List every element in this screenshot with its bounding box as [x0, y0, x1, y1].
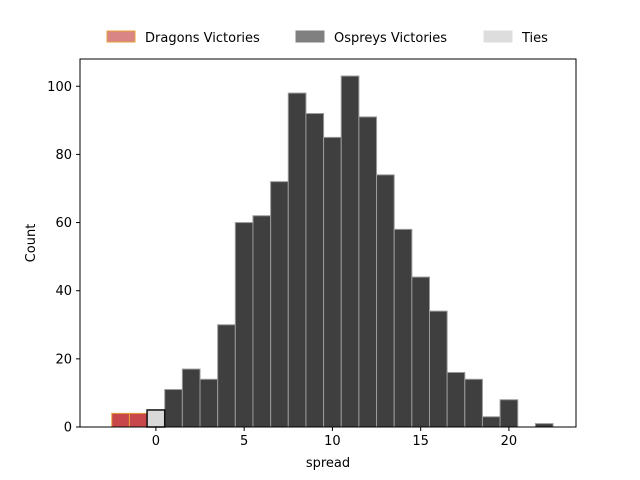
- y-axis-label: Count: [24, 224, 39, 263]
- legend: Dragons Victories Ospreys Victories Ties: [106, 30, 548, 46]
- bar-ospreys-victories: [481, 416, 501, 428]
- bar-ospreys-victories: [217, 324, 236, 428]
- bar-ospreys-victories: [234, 222, 254, 428]
- bar-ospreys-victories: [305, 113, 325, 428]
- bar-dragons-victories: [128, 412, 148, 428]
- y-tick-label: 80: [55, 148, 72, 163]
- bar-ospreys-victories: [199, 378, 219, 428]
- legend-swatch: [483, 30, 513, 43]
- bar-dragons-victories: [111, 412, 130, 428]
- bar-ospreys-victories: [376, 174, 395, 428]
- bar-ospreys-victories: [499, 399, 519, 428]
- legend-swatch: [106, 30, 136, 43]
- legend-label: Ties: [521, 31, 548, 46]
- bar-ospreys-victories: [323, 136, 342, 428]
- y-axis-ticks: 0 20 40 60 80 100: [47, 80, 80, 436]
- bar-ospreys-victories: [164, 389, 183, 428]
- y-tick-label: 40: [55, 284, 72, 299]
- x-axis-ticks: 0 5 10 15 20: [152, 427, 517, 449]
- legend-label: Ospreys Victories: [334, 31, 447, 46]
- bar-ties: [146, 409, 166, 428]
- y-tick-label: 60: [55, 216, 72, 231]
- bars: [111, 75, 554, 428]
- x-tick-label: 5: [240, 434, 248, 449]
- y-tick-label: 100: [47, 80, 72, 95]
- bar-ospreys-victories: [252, 215, 272, 428]
- bar-ospreys-victories: [287, 92, 307, 428]
- x-tick-label: 10: [324, 434, 341, 449]
- x-tick-label: 0: [152, 434, 160, 449]
- bar-ospreys-victories: [270, 181, 289, 428]
- bar-ospreys-victories: [534, 423, 554, 428]
- x-tick-label: 15: [412, 434, 429, 449]
- y-tick-label: 20: [55, 352, 72, 367]
- bar-ospreys-victories: [428, 310, 448, 428]
- plot-frame: [79, 58, 577, 428]
- bar-ospreys-victories: [393, 228, 413, 428]
- x-tick-label: 20: [501, 434, 518, 449]
- legend-swatch: [295, 30, 325, 43]
- bar-ospreys-victories: [464, 378, 483, 428]
- bar-ospreys-victories: [358, 116, 378, 428]
- bar-ospreys-victories: [181, 368, 201, 428]
- y-tick-label: 0: [64, 421, 72, 436]
- bar-ospreys-victories: [411, 276, 430, 428]
- x-axis-label: spread: [306, 456, 350, 471]
- legend-label: Dragons Victories: [145, 31, 260, 46]
- bar-ospreys-victories: [446, 371, 466, 428]
- bar-ospreys-victories: [340, 75, 360, 428]
